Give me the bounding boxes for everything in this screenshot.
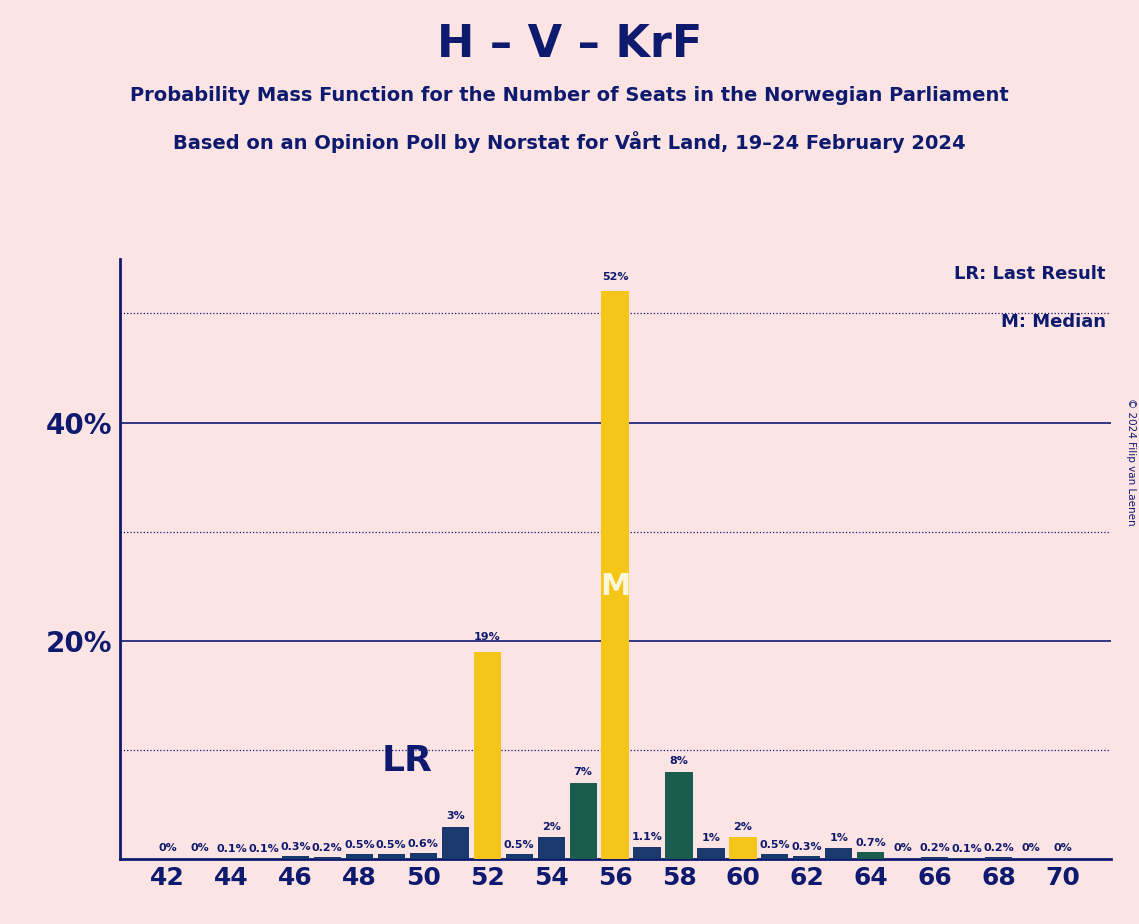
Bar xyxy=(697,848,724,859)
Bar xyxy=(281,856,309,859)
Text: 0.1%: 0.1% xyxy=(248,845,279,855)
Text: Probability Mass Function for the Number of Seats in the Norwegian Parliament: Probability Mass Function for the Number… xyxy=(130,86,1009,105)
Text: 0.2%: 0.2% xyxy=(312,844,343,854)
Text: 3%: 3% xyxy=(445,811,465,821)
Bar xyxy=(921,857,949,859)
Bar xyxy=(985,857,1013,859)
Text: 0.6%: 0.6% xyxy=(408,839,439,849)
Text: 8%: 8% xyxy=(670,757,688,767)
Text: 0.5%: 0.5% xyxy=(344,840,375,850)
Text: 0.3%: 0.3% xyxy=(280,842,311,852)
Bar xyxy=(953,858,981,859)
Text: 1.1%: 1.1% xyxy=(632,832,663,842)
Text: 0%: 0% xyxy=(893,843,912,853)
Bar xyxy=(761,854,788,859)
Text: H – V – KrF: H – V – KrF xyxy=(437,23,702,67)
Text: 1%: 1% xyxy=(829,833,849,843)
Text: 0.1%: 0.1% xyxy=(216,845,247,855)
Text: © 2024 Filip van Laenen: © 2024 Filip van Laenen xyxy=(1126,398,1136,526)
Bar xyxy=(665,772,693,859)
Bar xyxy=(858,852,884,859)
Bar xyxy=(570,783,597,859)
Bar xyxy=(249,858,277,859)
Text: M: M xyxy=(600,572,630,601)
Bar xyxy=(442,827,469,859)
Text: 0%: 0% xyxy=(158,843,177,853)
Text: 0.5%: 0.5% xyxy=(503,840,534,850)
Bar xyxy=(410,853,437,859)
Bar xyxy=(218,858,245,859)
Text: M: Median: M: Median xyxy=(1000,313,1106,331)
Bar xyxy=(538,837,565,859)
Bar xyxy=(729,837,756,859)
Text: 52%: 52% xyxy=(601,272,629,282)
Text: 0%: 0% xyxy=(1022,843,1040,853)
Text: 2%: 2% xyxy=(542,822,560,832)
Text: 0.7%: 0.7% xyxy=(855,838,886,848)
Bar xyxy=(793,856,820,859)
Bar xyxy=(474,651,501,859)
Bar xyxy=(633,847,661,859)
Text: 0%: 0% xyxy=(190,843,208,853)
Text: 0.2%: 0.2% xyxy=(919,844,950,854)
Text: 0.2%: 0.2% xyxy=(983,844,1014,854)
Text: 0.5%: 0.5% xyxy=(760,840,790,850)
Text: 1%: 1% xyxy=(702,833,720,843)
Bar xyxy=(378,854,404,859)
Text: 0.5%: 0.5% xyxy=(376,840,407,850)
Text: 0.1%: 0.1% xyxy=(951,845,982,855)
Bar xyxy=(346,854,372,859)
Text: 2%: 2% xyxy=(734,822,753,832)
Text: 7%: 7% xyxy=(574,768,592,777)
Text: LR: Last Result: LR: Last Result xyxy=(954,265,1106,283)
Bar xyxy=(313,857,341,859)
Text: Based on an Opinion Poll by Norstat for Vårt Land, 19–24 February 2024: Based on an Opinion Poll by Norstat for … xyxy=(173,131,966,153)
Text: 0%: 0% xyxy=(1054,843,1072,853)
Bar xyxy=(826,848,852,859)
Text: 0.3%: 0.3% xyxy=(792,842,822,852)
Text: LR: LR xyxy=(382,744,433,778)
Bar xyxy=(601,291,629,859)
Bar xyxy=(506,854,533,859)
Text: 19%: 19% xyxy=(474,632,500,642)
